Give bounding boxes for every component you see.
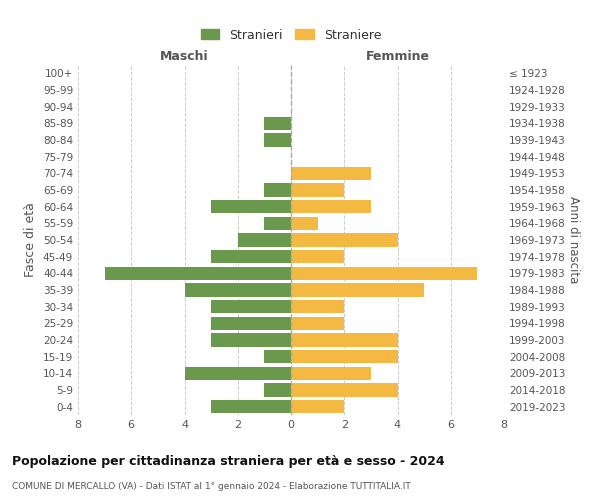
Bar (291, 216, 317, 230)
Y-axis label: Anni di nascita: Anni di nascita (566, 196, 580, 284)
Bar (291, 316, 344, 330)
Bar (291, 334, 398, 346)
Bar (185, 366, 291, 380)
Bar (211, 316, 291, 330)
Bar (265, 350, 291, 364)
Bar (185, 284, 291, 296)
Bar (211, 300, 291, 314)
Bar (291, 350, 398, 364)
Bar (291, 250, 344, 264)
Text: Maschi: Maschi (160, 50, 209, 64)
Bar (291, 166, 371, 180)
Bar (265, 216, 291, 230)
Bar (211, 400, 291, 413)
Bar (265, 384, 291, 396)
Bar (211, 250, 291, 264)
Bar (238, 234, 291, 246)
Bar (291, 400, 344, 413)
Bar (291, 284, 424, 296)
Bar (291, 200, 371, 213)
Text: Popolazione per cittadinanza straniera per età e sesso - 2024: Popolazione per cittadinanza straniera p… (12, 454, 445, 468)
Bar (291, 366, 371, 380)
Bar (104, 266, 291, 280)
Bar (291, 184, 344, 196)
Legend: Stranieri, Straniere: Stranieri, Straniere (194, 22, 388, 48)
Bar (265, 116, 291, 130)
Bar (265, 134, 291, 146)
Bar (291, 266, 478, 280)
Bar (265, 184, 291, 196)
Bar (291, 300, 344, 314)
Text: COMUNE DI MERCALLO (VA) - Dati ISTAT al 1° gennaio 2024 - Elaborazione TUTTITALI: COMUNE DI MERCALLO (VA) - Dati ISTAT al … (12, 482, 411, 491)
Text: Femmine: Femmine (365, 50, 430, 64)
Bar (291, 384, 398, 396)
Y-axis label: Fasce di età: Fasce di età (25, 202, 37, 278)
Bar (291, 234, 398, 246)
Bar (211, 334, 291, 346)
Bar (211, 200, 291, 213)
